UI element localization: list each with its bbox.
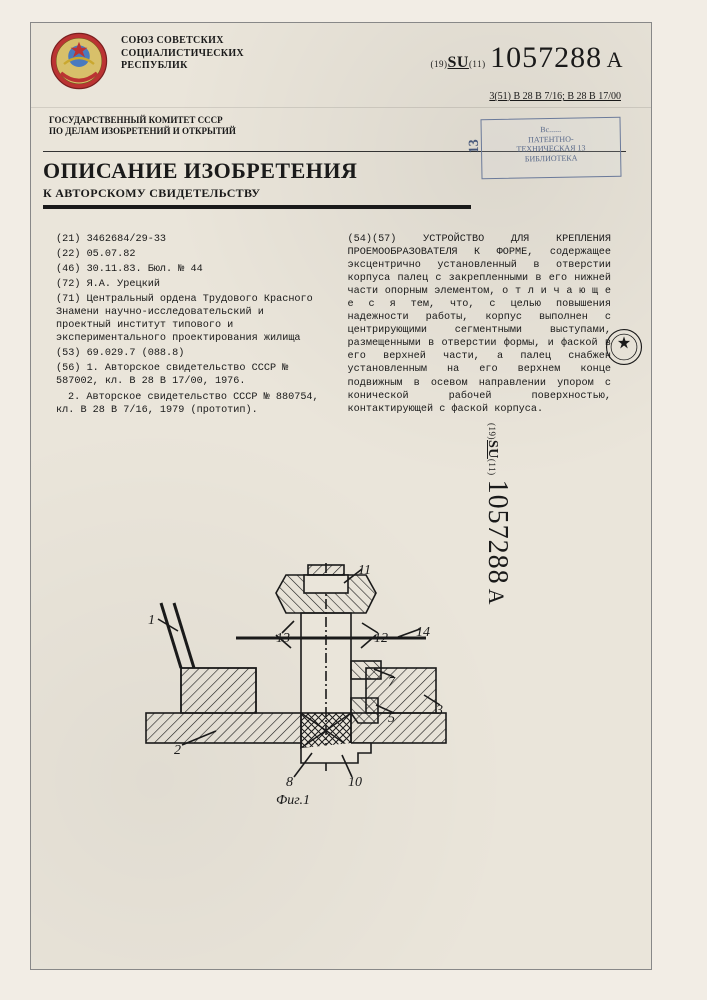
ussr-emblem-icon — [49, 31, 109, 91]
stamp-13: 13 — [467, 139, 483, 153]
side-code19: (19) — [487, 423, 497, 440]
callout-2: 2 — [174, 743, 181, 759]
pub-su: SU — [447, 54, 468, 71]
inid-53: (53) 69.029.7 (088.8) — [56, 347, 320, 360]
code19: (19) — [430, 59, 447, 69]
title-block: ОПИСАНИЕ ИЗОБРЕТЕНИЯ К АВТОРСКОМУ СВИДЕТ… — [43, 158, 471, 209]
callout-13: 13 — [276, 631, 290, 647]
inid-72: (72) Я.А. Урецкий — [56, 278, 320, 291]
left-column: (21) 3462684/29-33 (22) 05.07.82 (46) 30… — [56, 233, 320, 419]
org-l1: СОЮЗ СОВЕТСКИХ — [121, 35, 244, 48]
doc-subtitle: К АВТОРСКОМУ СВИДЕТЕЛЬСТВУ — [43, 186, 471, 209]
committee: ГОСУДАРСТВЕННЫЙ КОМИТЕТ СССР ПО ДЕЛАМ ИЗ… — [49, 115, 236, 138]
gov-l1: ГОСУДАРСТВЕННЫЙ КОМИТЕТ СССР — [49, 115, 236, 126]
side-num: 1057288 — [482, 480, 513, 585]
callout-1: 1 — [148, 613, 155, 629]
side-kind: A — [484, 589, 509, 605]
body-columns: (21) 3462684/29-33 (22) 05.07.82 (46) 30… — [56, 233, 611, 419]
code11: (11) — [469, 59, 486, 69]
inid-46: (46) 30.11.83. Бюл. № 44 — [56, 263, 320, 276]
side-emblem-icon — [605, 328, 643, 366]
inid-56-1: (56) 1. Авторское свидетельство СССР № 5… — [56, 362, 320, 388]
callout-8: 8 — [286, 775, 293, 791]
figure-caption: Фиг.1 — [276, 793, 310, 809]
side-su: SU — [485, 440, 500, 459]
publication-number: (19)SU(11) 1057288 A — [430, 41, 623, 75]
side-code11: (11) — [487, 459, 497, 476]
pub-kind: A — [607, 47, 623, 72]
callout-11: 11 — [358, 563, 371, 579]
callout-10: 10 — [348, 775, 362, 791]
inid-22: (22) 05.07.82 — [56, 248, 320, 261]
stamp-l4: БИБЛИОТЕКА — [488, 153, 614, 165]
inid-21: (21) 3462684/29-33 — [56, 233, 320, 246]
callout-3: 3 — [436, 703, 443, 719]
org-l3: РЕСПУБЛИК — [121, 60, 244, 73]
callout-7: 7 — [388, 675, 395, 691]
org-l2: СОЦИАЛИСТИЧЕСКИХ — [121, 48, 244, 61]
ipc-codes: 3(51) В 28 В 7/16; В 28 В 17/00 — [489, 91, 621, 102]
pub-num: 1057288 — [490, 41, 602, 74]
org-name: СОЮЗ СОВЕТСКИХ СОЦИАЛИСТИЧЕСКИХ РЕСПУБЛИ… — [121, 35, 244, 73]
library-stamp: 13 Вс...... ПАТЕНТНО- ТЕХНИЧЕСКАЯ 13 БИБ… — [480, 117, 621, 179]
right-column: (54)(57) УСТРОЙСТВО ДЛЯ КРЕПЛЕНИЯ ПРОЕМО… — [348, 233, 612, 419]
figure-1: 1235781011121314 — [126, 553, 466, 788]
callout-12: 12 — [374, 631, 388, 647]
doc-title: ОПИСАНИЕ ИЗОБРЕТЕНИЯ — [43, 158, 471, 184]
callout-5: 5 — [388, 711, 395, 727]
abstract-text: (54)(57) УСТРОЙСТВО ДЛЯ КРЕПЛЕНИЯ ПРОЕМО… — [348, 233, 612, 416]
inid-56-2: 2. Авторское свидетельство СССР № 880754… — [56, 391, 320, 417]
page: СОЮЗ СОВЕТСКИХ СОЦИАЛИСТИЧЕСКИХ РЕСПУБЛИ… — [30, 22, 652, 970]
callout-14: 14 — [416, 625, 430, 641]
side-pub-number: (19)SU(11) 1057288 A — [481, 423, 513, 605]
header: СОЮЗ СОВЕТСКИХ СОЦИАЛИСТИЧЕСКИХ РЕСПУБЛИ… — [31, 23, 651, 108]
abstract-body: содержащее эксцентрично установленный в … — [348, 247, 612, 415]
inid-71: (71) Центральный ордена Трудового Красно… — [56, 293, 320, 345]
gov-l2: ПО ДЕЛАМ ИЗОБРЕТЕНИЙ И ОТКРЫТИЙ — [49, 126, 236, 137]
